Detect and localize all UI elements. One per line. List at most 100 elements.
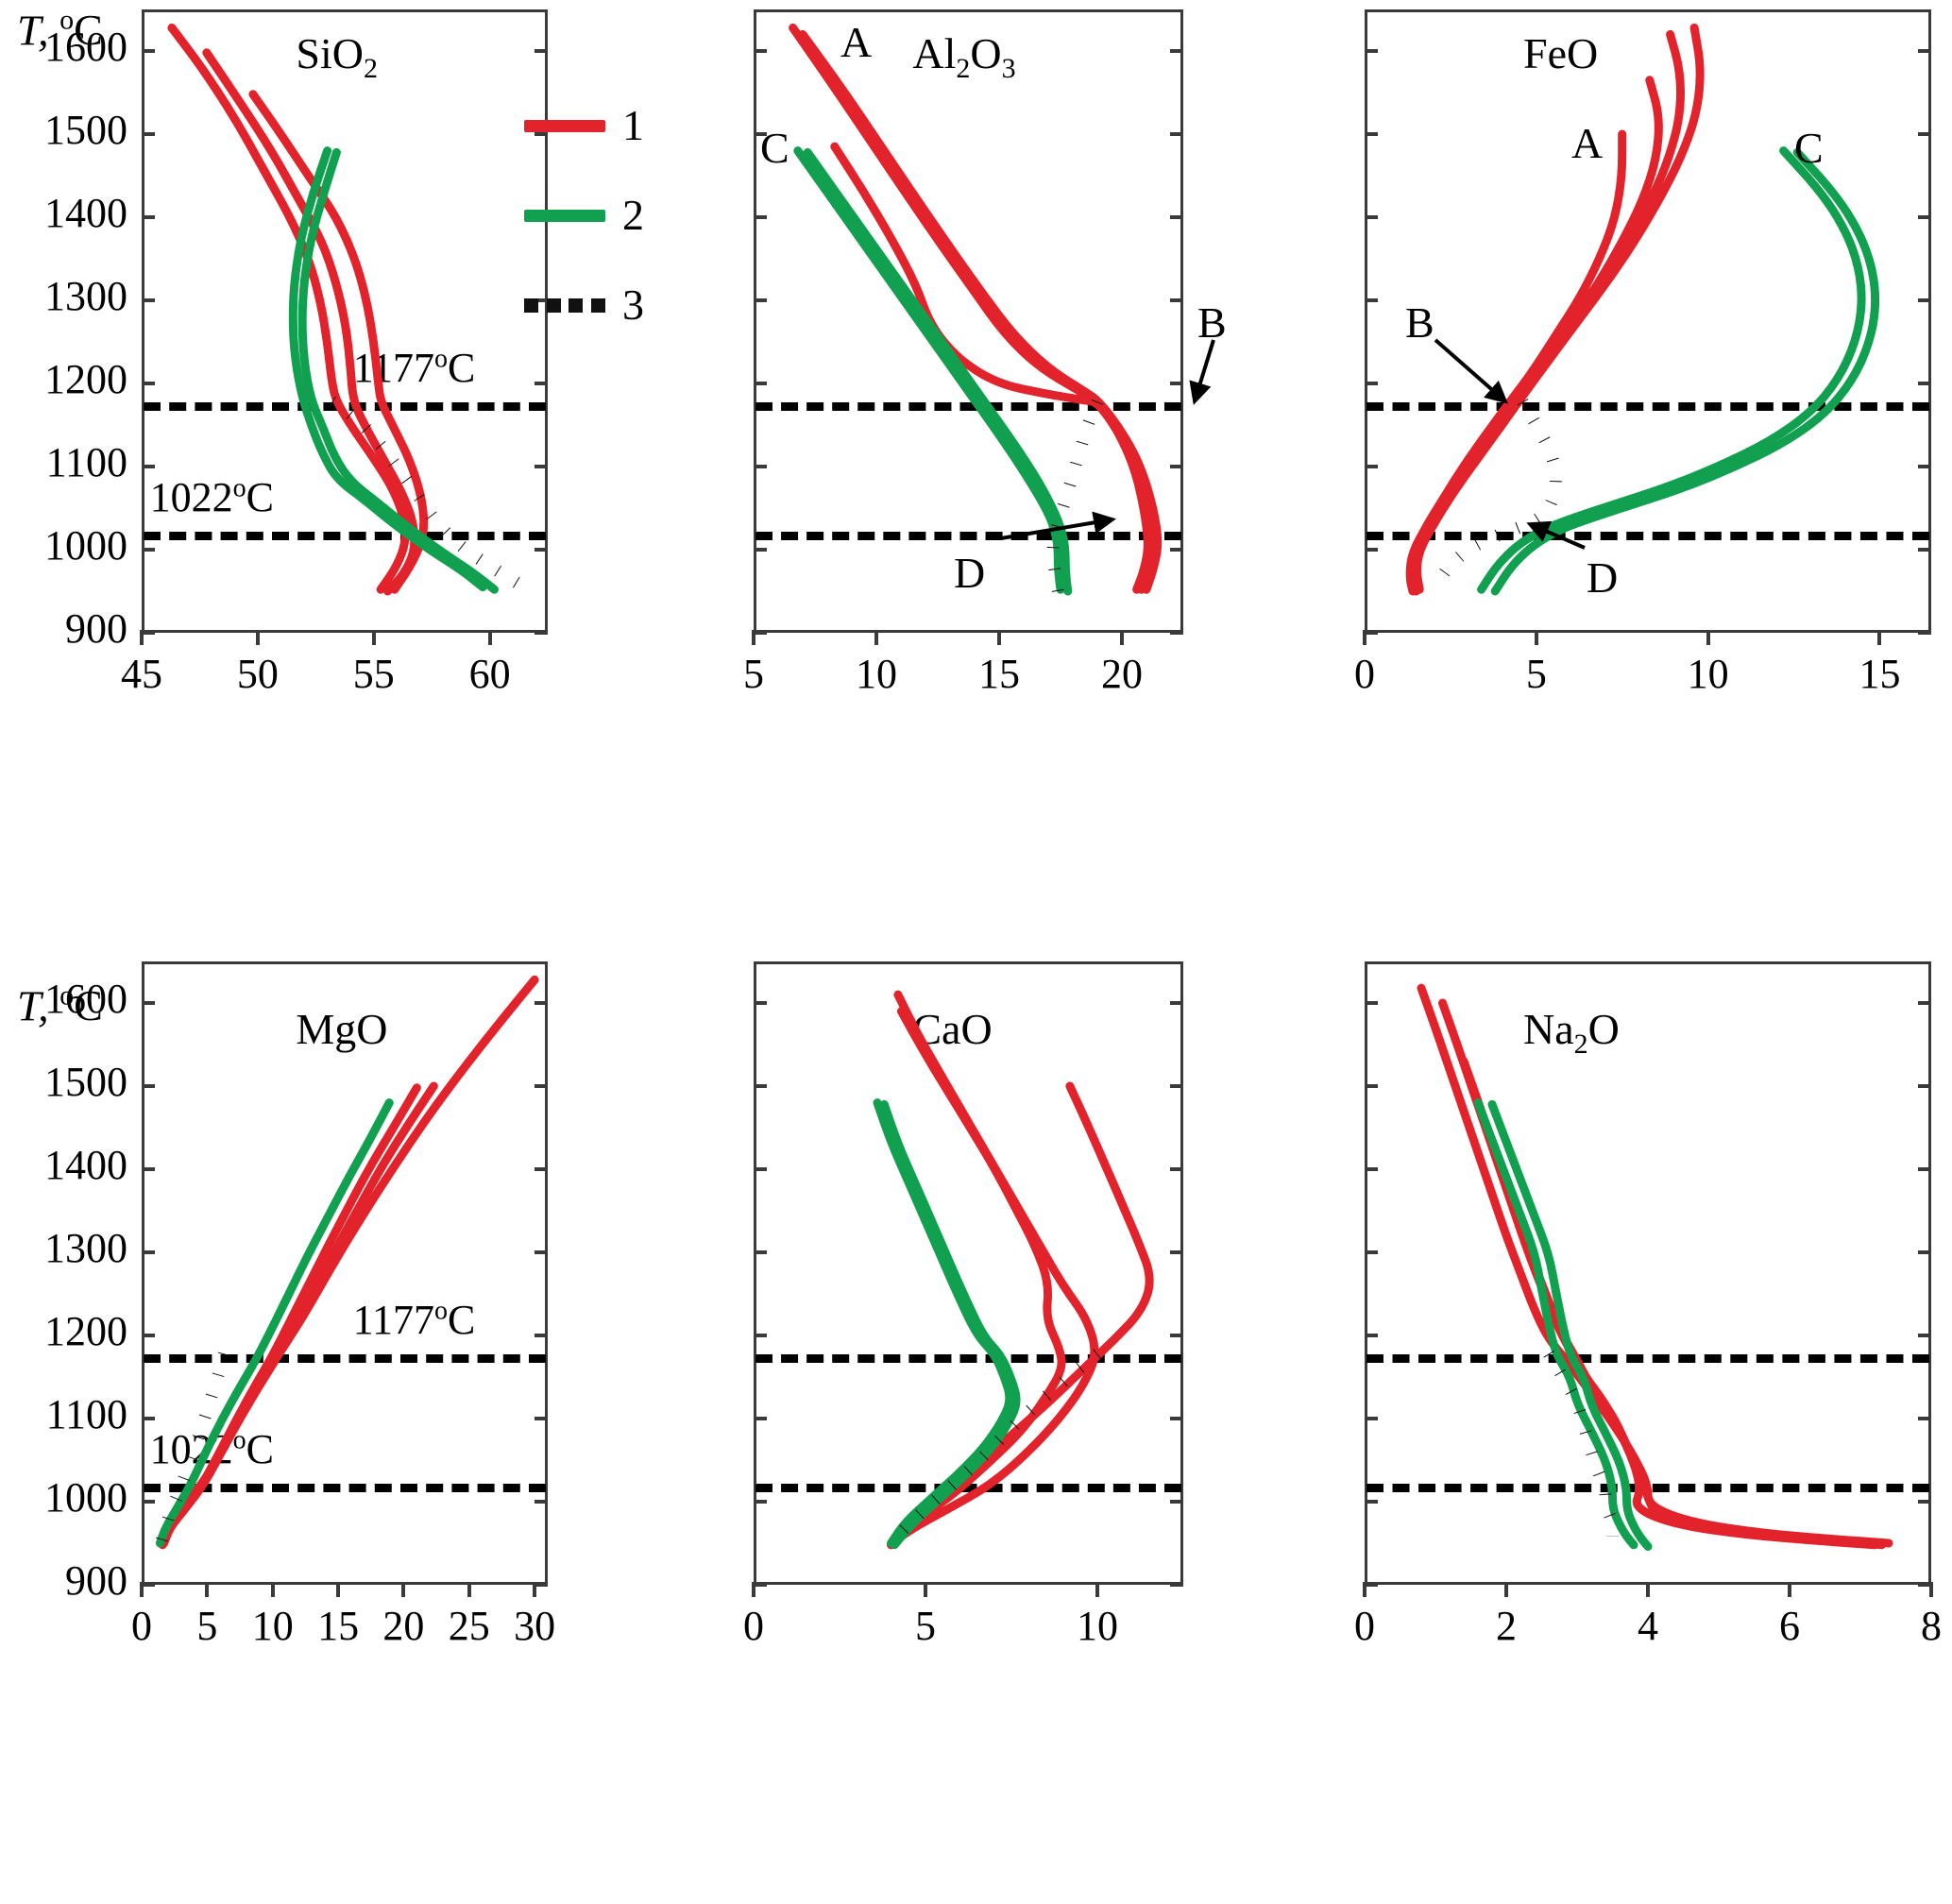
- x-tick-label: 4: [1638, 1603, 1658, 1649]
- x-tick: [401, 1582, 406, 1597]
- y-tick: [1365, 1500, 1378, 1504]
- series-2b: [879, 1099, 1021, 1550]
- y-tick: [535, 1417, 548, 1420]
- x-tick-label: 6: [1779, 1603, 1800, 1649]
- x-tick: [336, 1582, 341, 1597]
- y-tick-label: 1300: [44, 1225, 127, 1271]
- y-tick: [535, 631, 548, 635]
- x-tick: [1534, 630, 1538, 645]
- x-tick: [924, 1582, 927, 1597]
- y-tick: [1365, 215, 1378, 219]
- iso-line-1022: [144, 531, 546, 540]
- marker-C-feo: C: [1794, 124, 1824, 172]
- y-tick: [1170, 132, 1183, 136]
- y-tick: [1365, 49, 1378, 53]
- y-tick: [1170, 298, 1183, 302]
- x-tick-label: 5: [1525, 651, 1547, 697]
- y-tick: [1170, 382, 1183, 385]
- y-tick: [535, 1250, 548, 1254]
- x-tick: [1120, 630, 1124, 645]
- y-tick-label: 900: [65, 605, 127, 652]
- y-tick: [535, 132, 548, 136]
- y-tick-label: 1100: [45, 1391, 127, 1437]
- x-tick-label: 60: [468, 651, 511, 697]
- x-tick: [1788, 1582, 1791, 1597]
- y-tick: [535, 1001, 548, 1005]
- x-tick-label: 15: [978, 651, 1020, 697]
- y-tick: [754, 298, 767, 302]
- series-1c: [1409, 76, 1663, 596]
- x-tick: [140, 1582, 144, 1597]
- x-tick: [1363, 630, 1366, 645]
- y-tick: [142, 132, 155, 136]
- y-tick: [754, 1583, 767, 1587]
- x-tick: [487, 630, 492, 645]
- panel-title-FeO: FeO: [1523, 29, 1599, 77]
- iso-line-1022: [755, 531, 1181, 540]
- y-tick: [1170, 1417, 1183, 1420]
- y-tick: [754, 1500, 767, 1504]
- series-1: [167, 23, 410, 594]
- panel-title-MgO: MgO: [296, 1005, 388, 1053]
- y-tick: [1170, 1500, 1183, 1504]
- y-tick-label: 1600: [44, 976, 127, 1022]
- y-tick: [1918, 1500, 1931, 1504]
- series-2: [1473, 1098, 1638, 1550]
- x-tick: [752, 630, 755, 645]
- y-tick: [535, 49, 548, 53]
- x-tick-label: 0: [1354, 651, 1375, 697]
- series-2: [288, 146, 487, 592]
- arrow-D-feo: [1526, 520, 1586, 550]
- y-tick: [1365, 132, 1378, 136]
- series-1b: [1438, 998, 1879, 1550]
- y-tick-label: 1000: [44, 522, 127, 569]
- legend-swatch-dotted: [524, 298, 605, 313]
- x-tick-label: 25: [448, 1603, 490, 1649]
- y-tick: [142, 1250, 155, 1254]
- legend-item-1: 1: [524, 104, 644, 147]
- curve-layer-MgO: [155, 975, 539, 1550]
- series-1c: [887, 1081, 1154, 1550]
- series-1b: [798, 29, 1163, 594]
- iso-label-1022: 1022oC: [149, 472, 274, 520]
- x-tick: [140, 630, 144, 645]
- y-tick: [1170, 631, 1183, 635]
- y-tick: [1170, 548, 1183, 552]
- y-tick: [1365, 1583, 1378, 1587]
- x-tick-label: 15: [317, 1603, 360, 1649]
- x-tick: [533, 1582, 537, 1597]
- y-tick: [535, 1084, 548, 1088]
- x-tick-label: 30: [514, 1603, 556, 1649]
- marker-D-al2o3: D: [954, 549, 986, 597]
- y-tick: [142, 382, 155, 385]
- y-tick: [1365, 1334, 1378, 1337]
- series-1d: [1405, 129, 1627, 596]
- y-tick: [1365, 1001, 1378, 1005]
- y-tick: [754, 1084, 767, 1088]
- panel-title-Al2O3: Al2O3: [912, 29, 1016, 85]
- x-tick: [1929, 1582, 1933, 1597]
- y-tick: [535, 465, 548, 468]
- y-tick: [1170, 215, 1183, 219]
- y-tick: [142, 298, 155, 302]
- y-tick: [1170, 1334, 1183, 1337]
- iso-line-1022: [1366, 531, 1929, 540]
- y-tick: [1170, 1084, 1183, 1088]
- legend-label-3: 3: [622, 280, 644, 329]
- curve-layer-Al2O3: [789, 23, 1163, 596]
- x-tick-label: 5: [743, 651, 764, 697]
- y-tick: [535, 1500, 548, 1504]
- y-axis-title: T, oC: [17, 980, 103, 1030]
- y-tick-label: 1500: [44, 1059, 127, 1105]
- x-tick-label: 10: [1687, 651, 1729, 697]
- y-tick: [1918, 1250, 1931, 1254]
- y-tick: [754, 1167, 767, 1171]
- y-tick: [1918, 49, 1931, 53]
- x-tick-label: 2: [1496, 1603, 1517, 1649]
- x-tick: [1877, 630, 1882, 645]
- legend-swatch-2: [524, 209, 605, 222]
- y-tick: [1918, 215, 1931, 219]
- series-1b: [887, 1007, 1066, 1548]
- iso-line-1177: [1366, 1354, 1929, 1364]
- y-tick: [1170, 1583, 1183, 1587]
